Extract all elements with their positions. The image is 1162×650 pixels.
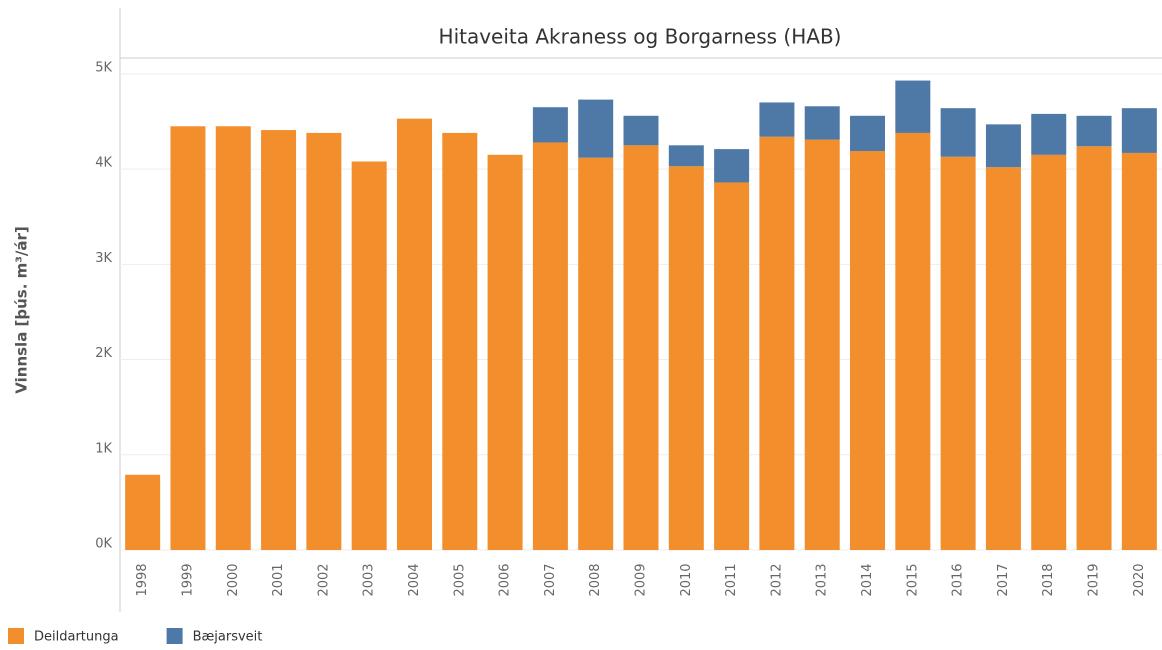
x-tick-label: 2006 (498, 563, 513, 596)
bar-segment (532, 107, 568, 143)
legend-swatch (8, 628, 24, 644)
x-tick-label: 2008 (588, 563, 603, 596)
bar-segment (714, 149, 750, 183)
x-tick-label: 2020 (1132, 563, 1147, 596)
bar-segment (170, 126, 206, 550)
x-tick-label: 2010 (679, 563, 694, 596)
bar-segment (442, 132, 478, 550)
bar-segment (895, 132, 931, 550)
bar-segment (1121, 152, 1157, 550)
bar-segment (985, 167, 1021, 550)
bar-segment (940, 156, 976, 551)
bar-segment (1031, 154, 1067, 551)
bar-segment (668, 145, 704, 167)
bar-segment (804, 106, 840, 140)
bar-segment (895, 80, 931, 133)
x-tick-label: 1998 (135, 563, 150, 596)
bar-segment (1031, 113, 1067, 155)
x-tick-label: 2009 (634, 563, 649, 596)
bar-segment (985, 124, 1021, 168)
bar-segment (1121, 108, 1157, 153)
x-tick-label: 2004 (407, 563, 422, 596)
chart-title: Hitaveita Akraness og Borgarness (HAB) (439, 25, 842, 49)
bar-segment (623, 145, 659, 550)
bar-segment (215, 126, 251, 550)
bar-segment (940, 108, 976, 157)
x-tick-label: 1999 (180, 563, 195, 596)
legend-label: Deildartunga (34, 630, 119, 645)
bar-segment (850, 115, 886, 152)
x-tick-label: 2005 (452, 563, 467, 596)
y-tick-label: 4K (95, 156, 112, 171)
x-tick-label: 2017 (996, 563, 1011, 596)
y-tick-label: 3K (95, 251, 112, 266)
bar-segment (804, 139, 840, 550)
x-tick-label: 2007 (543, 563, 558, 596)
y-tick-label: 5K (95, 60, 112, 75)
x-tick-label: 2003 (362, 563, 377, 596)
y-tick-label: 0K (95, 537, 112, 552)
bar-segment (668, 166, 704, 550)
bar-segment (125, 474, 161, 550)
bar-segment (714, 182, 750, 550)
x-tick-label: 2016 (951, 563, 966, 596)
bar-segment (759, 136, 795, 551)
x-tick-label: 2002 (316, 563, 331, 596)
x-tick-label: 2014 (860, 563, 875, 596)
x-tick-label: 2015 (905, 563, 920, 596)
bar-segment (351, 161, 387, 550)
bar-segment (261, 130, 297, 550)
bar-segment (759, 102, 795, 137)
x-tick-label: 2000 (226, 563, 241, 596)
y-tick-label: 2K (95, 346, 112, 361)
bar-segment (306, 132, 342, 550)
bar-segment (578, 157, 614, 551)
bar-segment (396, 118, 432, 550)
bar-segment (532, 142, 568, 550)
x-tick-label: 2019 (1087, 563, 1102, 596)
bar-segment (1076, 115, 1112, 147)
legend-swatch (166, 628, 183, 644)
x-tick-label: 2013 (815, 563, 830, 596)
x-tick-label: 2011 (724, 563, 739, 596)
legend-label: Bæjarsveit (193, 630, 263, 645)
x-tick-label: 2001 (271, 563, 286, 596)
bar-segment (578, 99, 614, 158)
bar-segment (1076, 146, 1112, 550)
x-tick-label: 2012 (769, 563, 784, 596)
bar-segment (623, 115, 659, 146)
y-tick-label: 1K (95, 441, 112, 456)
bar-segment (850, 151, 886, 550)
y-axis-title: Vinnsla [þús. m³/ár] (13, 226, 31, 393)
x-tick-label: 2018 (1041, 563, 1056, 596)
bar-segment (487, 154, 523, 551)
